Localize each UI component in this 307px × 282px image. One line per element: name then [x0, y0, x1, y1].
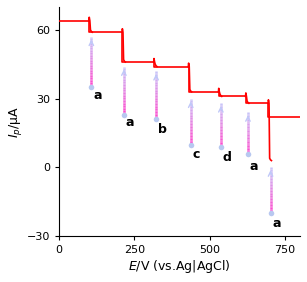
Text: b: b	[158, 123, 167, 136]
Text: a: a	[93, 89, 102, 102]
Text: d: d	[223, 151, 231, 164]
Text: c: c	[192, 148, 200, 161]
Text: a: a	[250, 160, 258, 173]
X-axis label: $E$/V (vs.Ag|AgCl): $E$/V (vs.Ag|AgCl)	[128, 258, 231, 275]
Text: a: a	[126, 116, 134, 129]
Text: a: a	[272, 217, 281, 230]
Y-axis label: $I_p$/μA: $I_p$/μA	[7, 105, 24, 138]
